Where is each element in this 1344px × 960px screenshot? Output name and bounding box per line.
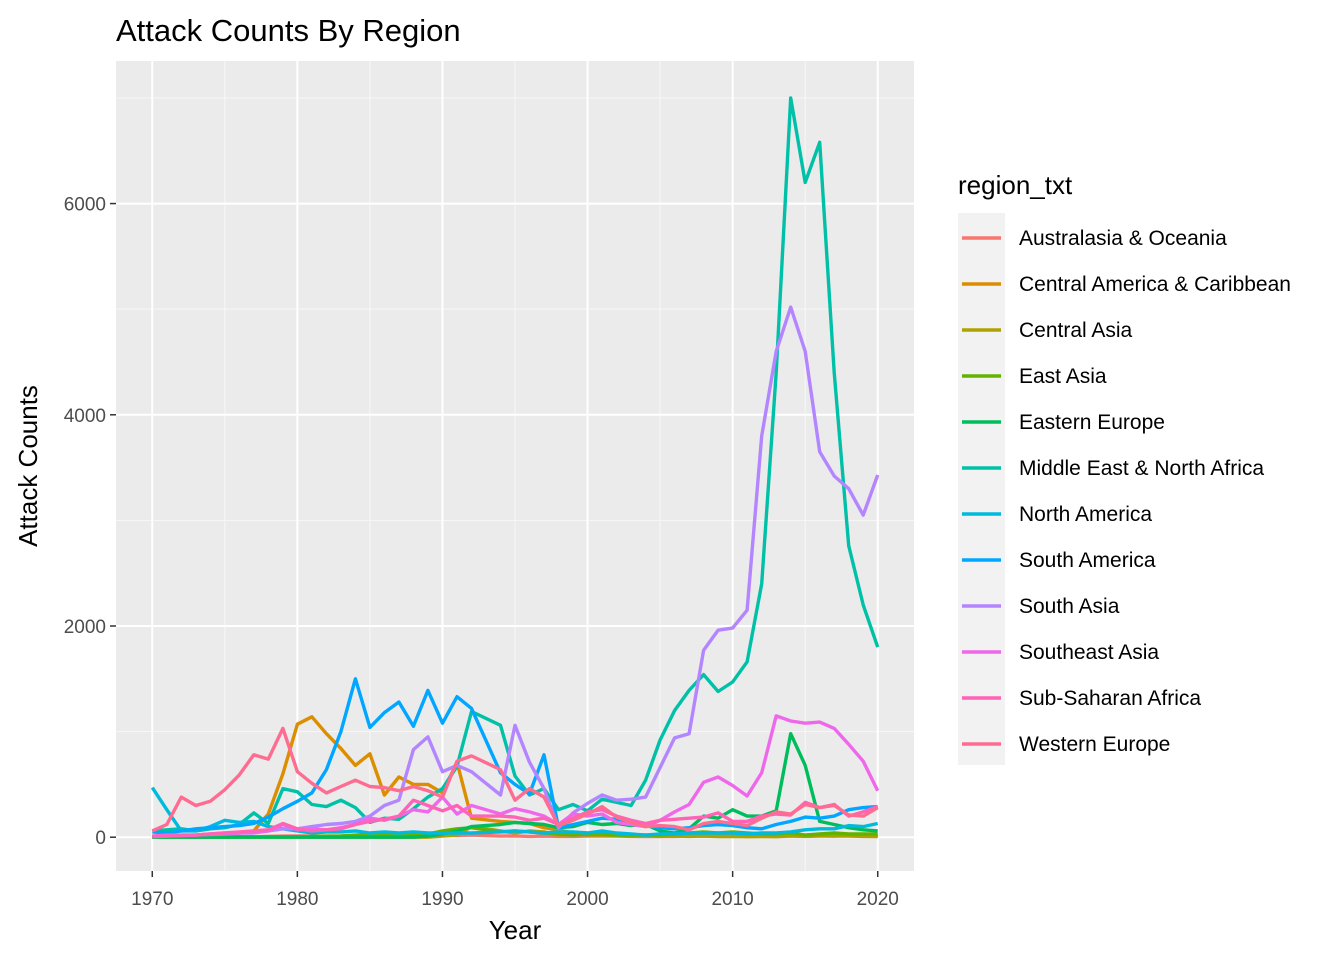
y-axis-title: Attack Counts [13, 385, 43, 547]
legend-item: Middle East & North Africa [962, 457, 1264, 480]
legend-items: Australasia & Oceania Central America & C… [962, 227, 1291, 756]
x-tick-label: 1970 [131, 889, 173, 910]
legend-label: Eastern Europe [1019, 411, 1165, 434]
x-tick-label: 1990 [421, 889, 463, 910]
y-axis-ticks: 0 2000 4000 6000 [64, 195, 116, 849]
legend-label: Central Asia [1019, 319, 1133, 342]
x-axis-title: Year [489, 915, 542, 945]
legend-item: Central America & Caribbean [962, 273, 1291, 296]
x-tick-label: 2000 [566, 889, 608, 910]
y-tick-label: 2000 [64, 617, 106, 638]
legend-item: Australasia & Oceania [962, 227, 1227, 250]
legend-item: North America [962, 503, 1152, 526]
legend-label: North America [1019, 503, 1152, 526]
legend-item: South America [962, 549, 1156, 572]
legend-label: Middle East & North Africa [1019, 457, 1264, 480]
series-lines [150, 96, 880, 839]
legend-label: Australasia & Oceania [1019, 227, 1227, 250]
legend-label: Central America & Caribbean [1019, 273, 1291, 296]
legend-item: East Asia [962, 365, 1107, 388]
legend-label: South Asia [1019, 595, 1120, 618]
y-tick-label: 0 [95, 828, 106, 849]
legend-label: Sub-Saharan Africa [1019, 687, 1201, 710]
legend-item: Eastern Europe [962, 411, 1165, 434]
legend-item: Western Europe [962, 733, 1170, 756]
series-line [152, 96, 880, 833]
y-tick-label: 6000 [64, 195, 106, 216]
legend-item: Sub-Saharan Africa [962, 687, 1201, 710]
legend-label: South America [1019, 549, 1156, 572]
legend-item: Southeast Asia [962, 641, 1159, 664]
series-line [152, 798, 879, 838]
x-axis-ticks: 1970 1980 1990 2000 2010 2020 [131, 871, 899, 910]
legend-item: South Asia [962, 595, 1120, 618]
legend-title: region_txt [958, 170, 1073, 200]
x-tick-label: 2020 [857, 889, 899, 910]
gridlines [116, 61, 914, 871]
x-tick-label: 1980 [276, 889, 318, 910]
legend: region_txt Australasia & Oceania Central … [958, 170, 1291, 765]
x-tick-label: 2010 [711, 889, 753, 910]
series-line [152, 677, 878, 835]
series-line [151, 726, 879, 833]
legend-label: Southeast Asia [1019, 641, 1159, 664]
legend-key-background [958, 213, 1005, 765]
legend-item: Central Asia [962, 319, 1133, 342]
y-tick-label: 4000 [64, 406, 106, 427]
chart-title: Attack Counts By Region [116, 13, 461, 48]
legend-label: Western Europe [1019, 733, 1170, 756]
legend-label: East Asia [1019, 365, 1107, 388]
